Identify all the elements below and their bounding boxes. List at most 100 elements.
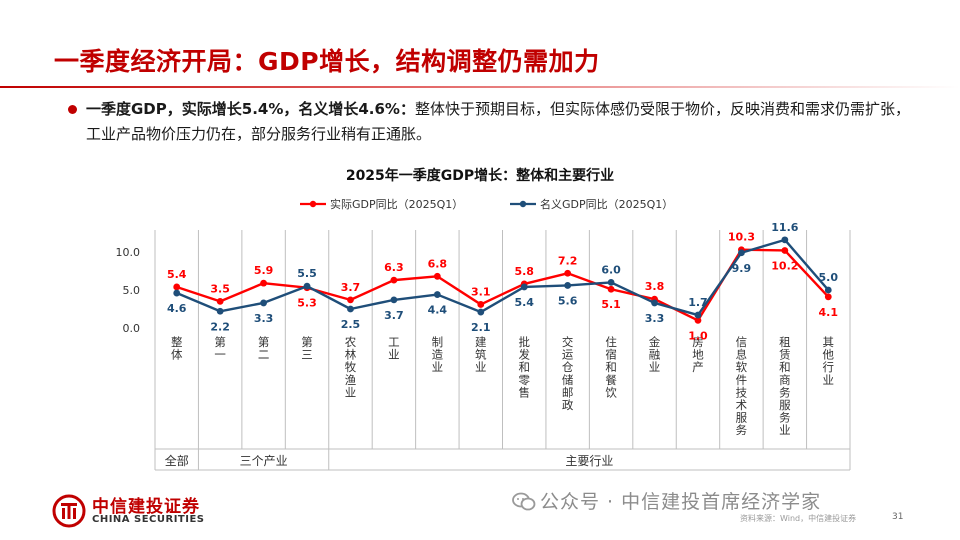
category-label-char: 整 (171, 335, 183, 349)
page-title: 一季度经济开局：GDP增长，结构调整仍需加力 (54, 47, 600, 76)
category-label-char: 房 (692, 335, 704, 349)
data-label-nominal: 2.2 (210, 320, 230, 333)
series-point (824, 286, 832, 294)
series-point (477, 308, 485, 316)
series-point (694, 311, 702, 319)
data-label-actual: 4.1 (819, 306, 839, 319)
series-point (216, 298, 224, 305)
summary-text: 整体快于预期目标，但实际体感仍受限于物价，反映消费和需求仍需扩张，工业产品物价压… (86, 100, 910, 143)
data-source-note: 资料来源：Wind，中信建投证券 (740, 514, 857, 523)
series-point (303, 282, 311, 290)
category-label-char: 住 (605, 335, 617, 349)
series-point (390, 296, 398, 304)
category-label-char: 运 (562, 348, 574, 362)
series-point (347, 296, 354, 304)
series-point (390, 276, 398, 284)
data-label-actual: 3.7 (341, 281, 361, 294)
category-label-char: 林 (345, 348, 357, 362)
category-label-char: 服 (779, 398, 791, 412)
data-label-actual: 3.1 (471, 285, 491, 298)
category-label-char: 邮 (562, 385, 574, 399)
data-label-nominal: 3.3 (254, 312, 274, 325)
category-label-char: 发 (518, 348, 530, 362)
series-point (477, 301, 485, 308)
series-point (433, 291, 441, 298)
data-label-nominal: 5.5 (297, 267, 317, 280)
data-label-nominal: 3.7 (384, 309, 404, 322)
category-label-char: 仓 (562, 360, 574, 374)
category-label-char: 其 (823, 335, 835, 349)
data-label-actual: 10.2 (771, 259, 798, 272)
data-label-nominal: 5.6 (558, 294, 578, 307)
y-tick-label: 0.0 (123, 322, 141, 335)
bullet-dot-icon (68, 105, 77, 114)
series-point (260, 279, 267, 287)
category-label-char: 政 (562, 398, 574, 412)
summary-bullet: 一季度GDP，实际增长5.4%，名义增长4.6%：整体快于预期目标，但实际体感仍… (86, 97, 916, 147)
category-label-char: 业 (823, 373, 835, 387)
category-label-char: 技 (736, 385, 748, 399)
data-label-actual: 3.5 (210, 282, 230, 295)
data-label-actual: 1.0 (688, 329, 708, 342)
series-point (738, 249, 745, 257)
category-label-char: 制 (432, 335, 444, 349)
data-label-actual: 5.4 (167, 268, 187, 281)
category-label-char: 件 (736, 373, 748, 387)
data-label-nominal: 3.3 (645, 312, 665, 325)
category-label-char: 售 (518, 385, 530, 399)
category-label-char: 建 (475, 335, 487, 349)
legend-label: 名义GDP同比（2025Q1） (540, 197, 673, 211)
category-label-char: 批 (518, 335, 530, 349)
y-tick-label: 10.0 (116, 246, 141, 259)
category-label-char: 赁 (779, 348, 791, 362)
data-label-actual: 7.2 (558, 254, 578, 267)
category-label-char: 牧 (345, 360, 357, 374)
series-point (564, 282, 572, 289)
category-label-char: 他 (823, 348, 835, 362)
category-label-char: 饮 (605, 385, 617, 399)
data-label-actual: 5.9 (254, 264, 274, 277)
category-label-char: 筑 (475, 348, 487, 362)
data-label-actual: 6.8 (428, 257, 448, 270)
chart-title: 2025年一季度GDP增长：整体和主要行业 (345, 168, 615, 184)
group-label: 全部 (165, 453, 189, 468)
category-label-char: 二 (258, 348, 270, 362)
category-label-char: 业 (475, 360, 487, 374)
series-point (433, 272, 441, 280)
series-point (781, 236, 789, 244)
data-label-nominal: 11.6 (771, 221, 798, 234)
category-label-char: 储 (562, 373, 574, 387)
series-point (824, 293, 832, 301)
category-label-char: 务 (736, 423, 748, 437)
data-label-actual: 5.8 (514, 265, 534, 278)
category-label-char: 术 (736, 398, 748, 412)
category-label-char: 息 (736, 348, 748, 362)
data-label-nominal: 4.4 (428, 304, 448, 317)
category-label-char: 业 (345, 385, 357, 399)
title-divider (0, 86, 960, 88)
data-label-actual: 6.3 (384, 261, 404, 274)
series-point (173, 289, 181, 297)
category-label-char: 租 (779, 335, 791, 349)
logo-english-name: CHINA SECURITIES (92, 514, 205, 525)
category-label-char: 业 (388, 348, 400, 362)
series-point (520, 283, 528, 291)
data-label-nominal: 5.0 (819, 271, 839, 284)
legend-marker (519, 200, 527, 208)
category-label-char: 体 (171, 348, 183, 362)
data-label-nominal: 4.6 (167, 302, 187, 315)
category-label-char: 产 (692, 360, 704, 374)
series-point (564, 269, 572, 277)
category-label-char: 宿 (605, 348, 617, 362)
series-line (176, 238, 830, 317)
data-label-nominal: 9.9 (732, 262, 752, 275)
category-label-char: 商 (779, 373, 791, 387)
series-point (651, 299, 658, 307)
category-label-char: 三 (301, 348, 313, 362)
data-label-nominal: 1.7 (688, 296, 708, 309)
series-point (260, 299, 267, 307)
category-label-char: 和 (518, 360, 530, 374)
category-label-char: 和 (605, 360, 617, 374)
category-label-char: 地 (692, 348, 704, 362)
